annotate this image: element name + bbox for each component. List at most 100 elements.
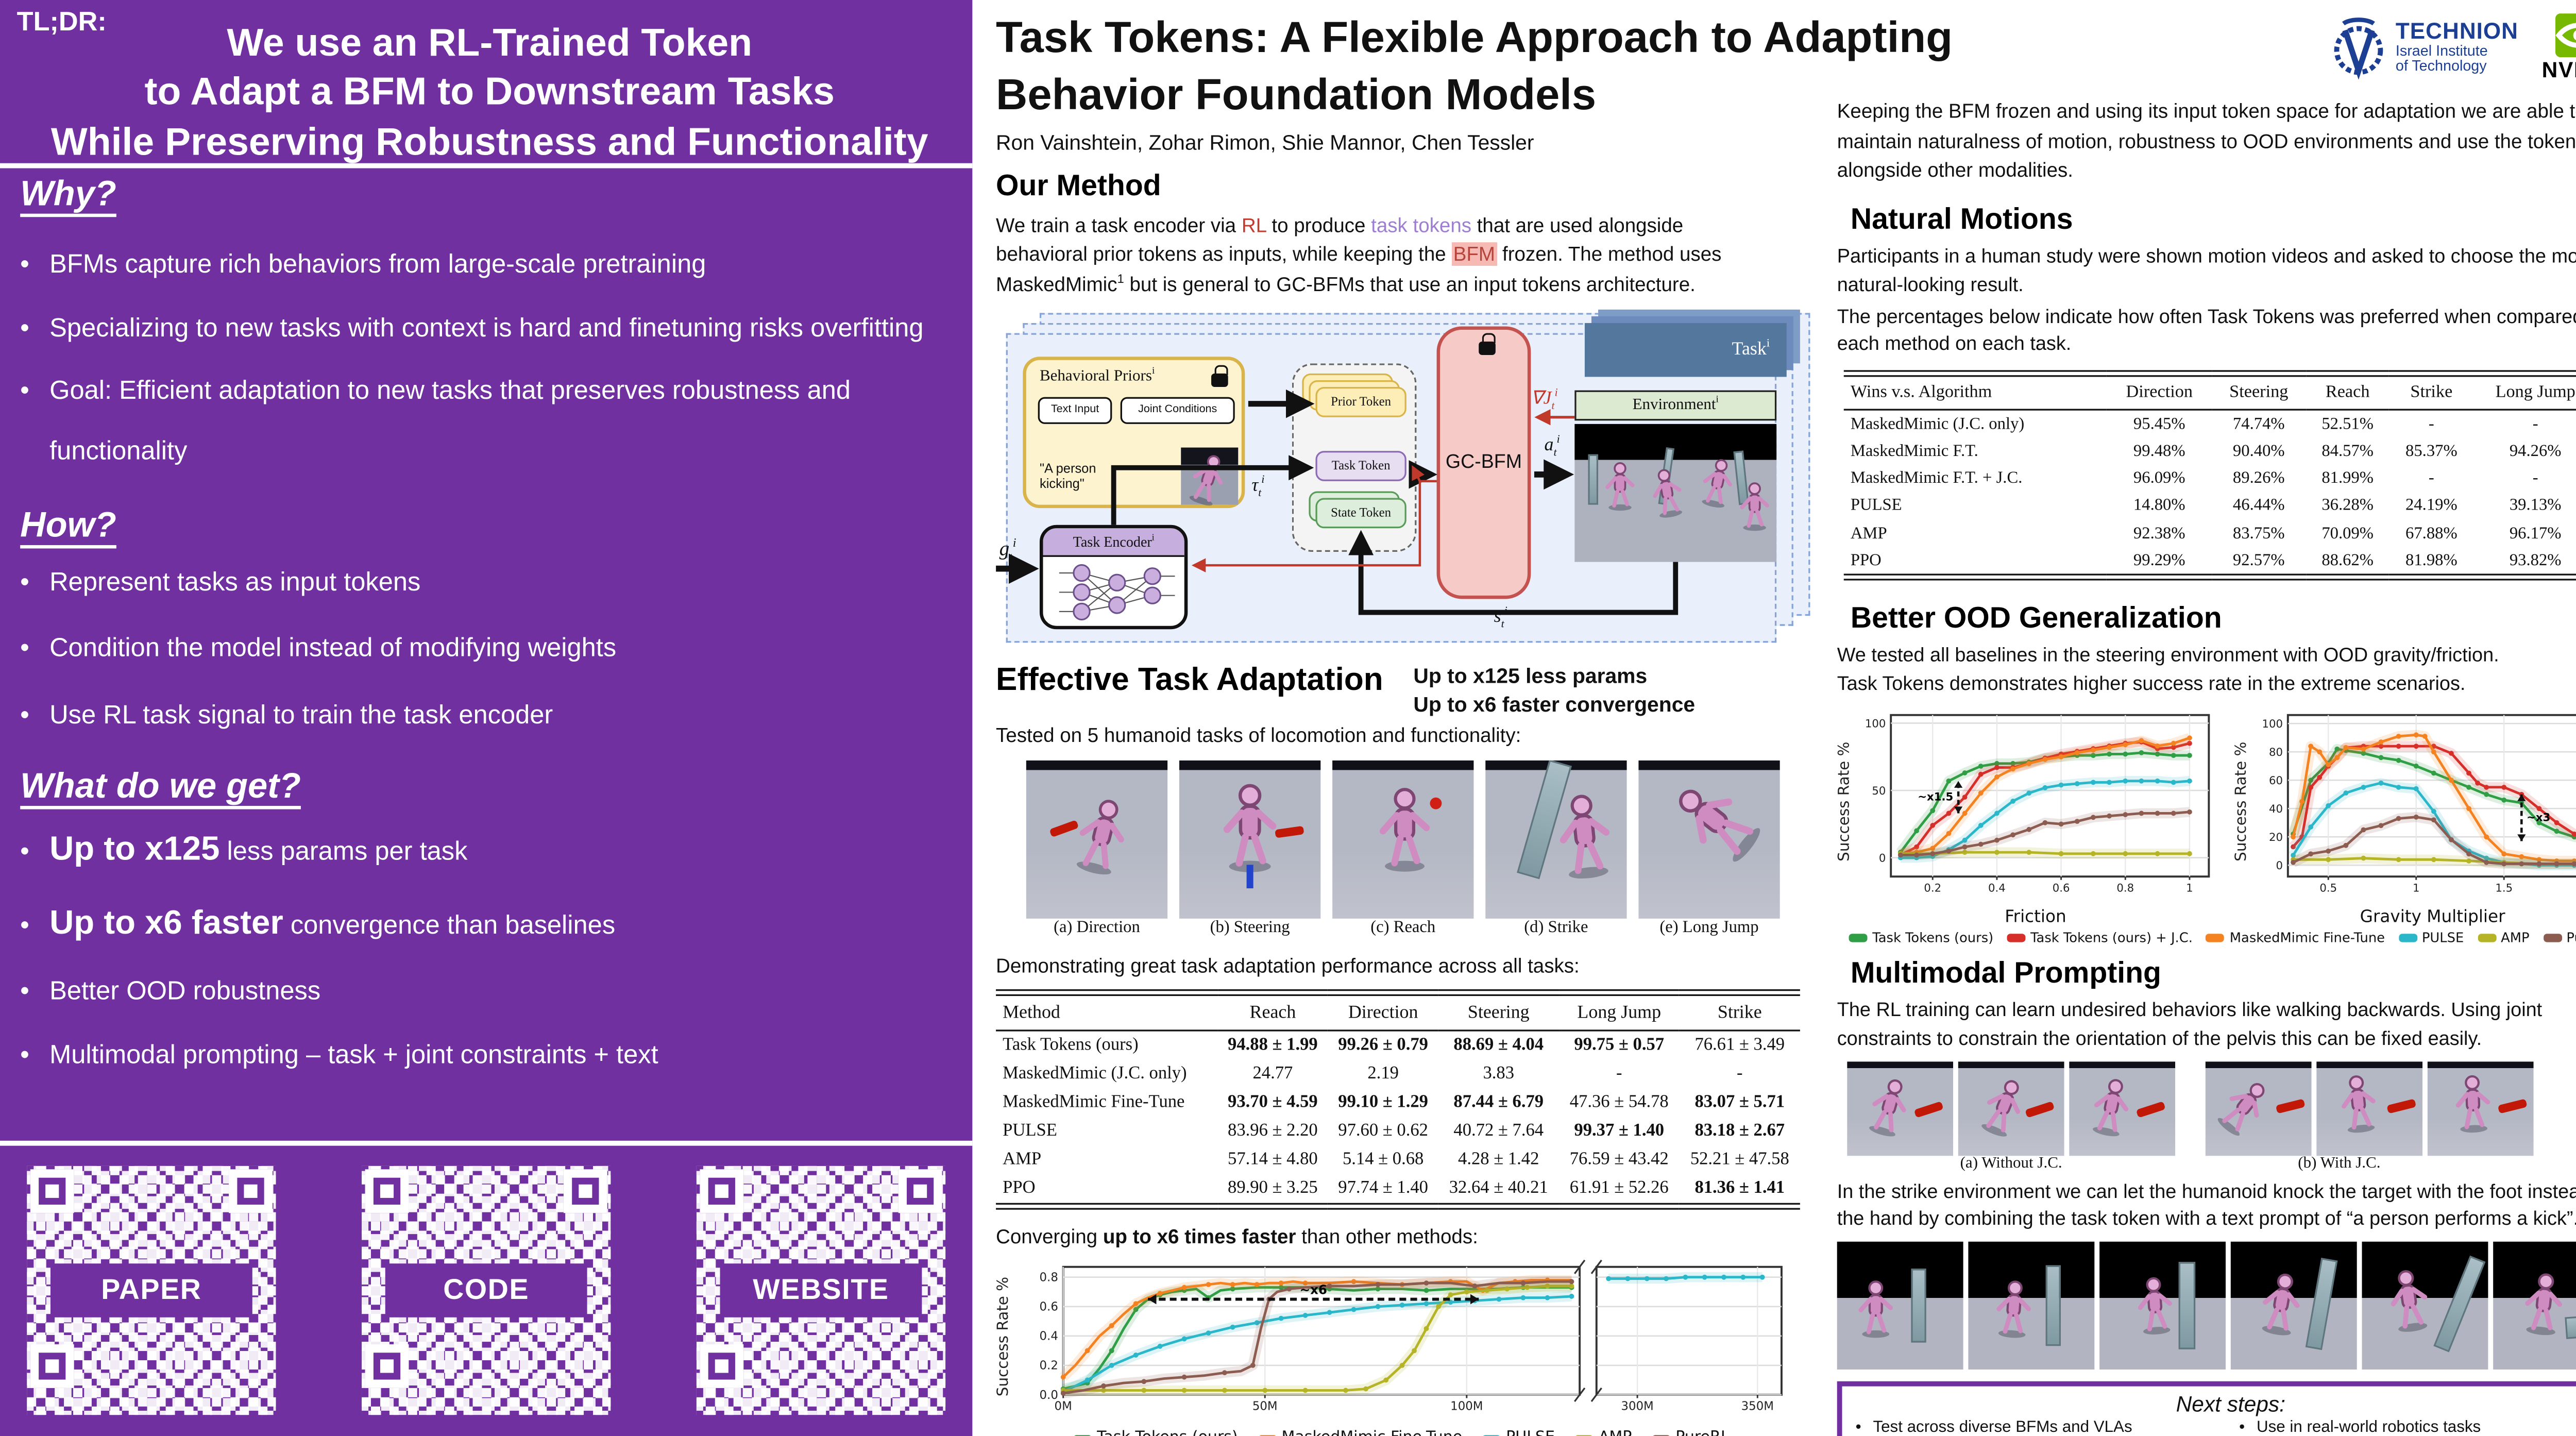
right-column: TECHNION Israel Institute of Technology …	[1837, 10, 2576, 1436]
tested-line: Tested on 5 humanoid tasks of locomotion…	[996, 724, 1521, 748]
task-frame-reach	[1332, 761, 1474, 919]
what-heading: What do we get?	[20, 768, 301, 807]
svg-text:0.0: 0.0	[1040, 1389, 1058, 1403]
svg-text:50: 50	[1872, 785, 1886, 798]
humanoid-icon	[1736, 481, 1773, 531]
humanoid-icon	[1645, 464, 1690, 520]
legend-item: MaskedMimic Fine-Tune	[2206, 931, 2385, 945]
lock-icon	[1211, 364, 1228, 386]
tldr-title: We use an RL-Trained Token to Adapt a BF…	[24, 19, 956, 167]
tldr-title-line3: While Preserving Robustness and Function…	[50, 119, 928, 163]
convergence-chart: 0.0 0.2 0.4 0.6 0.8 0M 50M 100M 300M 350M ~x6	[1040, 1260, 1783, 1414]
qr-code-website: WEBSITE	[696, 1165, 946, 1415]
frame-without-jc	[1847, 1060, 1954, 1155]
task-frame-captions: (a) Direction (b) Steering (c) Reach (d)…	[1026, 919, 1827, 937]
svg-text:0.6: 0.6	[1040, 1301, 1058, 1314]
svg-text:0.2: 0.2	[1924, 882, 1941, 895]
caption-steering: (b) Steering	[1210, 919, 1290, 938]
jc-frames	[1847, 1060, 2576, 1155]
technion-line2: of Technology	[2395, 57, 2487, 74]
state-label: sti	[1494, 605, 1507, 630]
next-steps-title: Next steps:	[2176, 1391, 2285, 1417]
what-bullet-2-text: Up to x6 faster convergence than baselin…	[49, 905, 616, 943]
qr-finder-icon	[365, 1344, 409, 1388]
section-how: How? • Represent tasks as input tokens • C…	[20, 505, 959, 736]
svg-text:60: 60	[2269, 774, 2283, 787]
qr-paper-label: PAPER	[50, 1263, 252, 1317]
strike-frame	[2099, 1242, 2226, 1370]
humanoid-icon	[1602, 461, 1639, 511]
method-diagram: Behavioral Priorsi Text Input Joint Cond…	[996, 309, 1824, 646]
svg-text:300M: 300M	[1621, 1400, 1653, 1414]
task-frame-steering	[1179, 761, 1321, 919]
bullet-icon: •	[20, 314, 29, 343]
why-heading: Why?	[20, 175, 116, 214]
wins-table: Wins v.s. Algorithm Direction Steering Reac…	[1843, 370, 2576, 581]
next-step-item: • Use in real-world robotics tasks	[2239, 1418, 2481, 1436]
legend-item: AMP	[1575, 1429, 1632, 1436]
why-bullet-2: • Specializing to new tasks with context …	[20, 299, 962, 359]
humanoid-icon	[1178, 448, 1238, 510]
divider	[0, 163, 973, 168]
next-steps-box: Next steps: • Test across diverse BFMs an…	[1837, 1381, 2576, 1436]
poster-title-line2: Behavior Foundation Models	[996, 69, 1597, 120]
svg-text:100M: 100M	[1450, 1400, 1483, 1414]
how-bullet-1: • Represent tasks as input tokens	[20, 566, 959, 601]
adaptation-table: Method Reach Direction Steering Long Jump Str…	[996, 989, 1800, 1210]
svg-text:40: 40	[2269, 803, 2283, 816]
ood-legend: Task Tokens (ours) Task Tokens (ours) + …	[1837, 931, 2576, 945]
convergence-ylabel: Success Rate %	[996, 1277, 1013, 1397]
svg-text:1: 1	[2413, 882, 2420, 895]
task-frames	[1026, 761, 1827, 919]
joint-conditions-chip: Joint Conditions	[1120, 396, 1235, 424]
right-intro: Keeping the BFM frozen and using its inp…	[1837, 99, 2576, 182]
svg-text:0.2: 0.2	[1040, 1360, 1058, 1373]
adaptation-heading-row: Effective Task Adaptation Up to x125 les…	[996, 662, 1827, 719]
qr-finder-icon	[30, 1344, 74, 1388]
next-step-item: • Test across diverse BFMs and VLAs	[1855, 1418, 2132, 1436]
humanoid-icon	[1216, 781, 1284, 875]
qr-finder-icon	[700, 1169, 744, 1213]
svg-text:~x1.5: ~x1.5	[1918, 791, 1953, 804]
legend-item: Task Tokens (ours)	[1073, 1429, 1238, 1436]
how-bullet-2: • Condition the model instead of modifyin…	[20, 633, 959, 668]
svg-text:1.5: 1.5	[2495, 882, 2513, 895]
how-heading: How?	[20, 505, 116, 545]
rl-highlight: RL	[1241, 213, 1266, 237]
legend-item: PULSE	[2398, 931, 2464, 945]
friction-chart-block: Success Rate % 0 50 100 0.2 0.4 0.6 0.8 1 ~x1.5 …	[1837, 706, 2221, 927]
technion-line1: Israel Institute	[2395, 42, 2488, 59]
left-summary-panel: TL;DR: We use an RL-Trained Token to Ada…	[0, 0, 973, 1436]
bfm-highlight: BFM	[1451, 243, 1497, 266]
humanoid-icon	[1548, 788, 1621, 885]
section-why: Why? • BFMs capture rich behaviors from l…	[20, 175, 959, 482]
legend-item: MaskedMimic Fine-Tune	[1258, 1429, 1462, 1436]
bullet-icon: •	[20, 250, 29, 280]
caption-direction: (a) Direction	[1054, 919, 1140, 938]
qr-finder-icon	[365, 1169, 409, 1213]
adaptation-notes: Up to x125 less params Up to x6 faster c…	[1413, 662, 1695, 719]
legend-item: PULSE	[1482, 1429, 1555, 1436]
humanoid-icon	[1065, 792, 1139, 881]
prior-token: Prior Token	[1315, 386, 1406, 417]
authors: Ron Vainshtein, Zohar Rimon, Shie Mannor…	[996, 130, 1534, 155]
converging-line: Converging up to x6 times faster than ot…	[996, 1224, 1478, 1248]
strike-frames	[1837, 1242, 2576, 1370]
text-input-chip: Text Input	[1038, 396, 1112, 424]
svg-text:0.6: 0.6	[2053, 882, 2070, 895]
humanoid-icon	[1658, 766, 1774, 877]
strike-frame	[1837, 1242, 1963, 1370]
middle-column: Task Tokens: A Flexible Approach to Adap…	[996, 10, 1953, 1436]
svg-text:0: 0	[2276, 859, 2283, 872]
legend-item: PureRL	[2543, 931, 2576, 945]
next-steps-left: •Test across diverse BFMs and VLAs •Auto…	[1856, 1418, 2223, 1436]
frame-without-jc	[2069, 1060, 2176, 1155]
qr-row: PAPER CODE WEBSITE	[13, 1165, 959, 1415]
kick-motion-thumbnail	[1181, 447, 1239, 504]
task-encoder-label: Task Encoderi	[1043, 528, 1184, 556]
left-body: Why? • BFMs capture rich behaviors from l…	[20, 175, 959, 1104]
svg-text:100: 100	[2262, 718, 2283, 731]
frame-without-jc	[1958, 1060, 2064, 1155]
caption-without-jc: (a) Without J.C.	[1960, 1155, 2062, 1172]
